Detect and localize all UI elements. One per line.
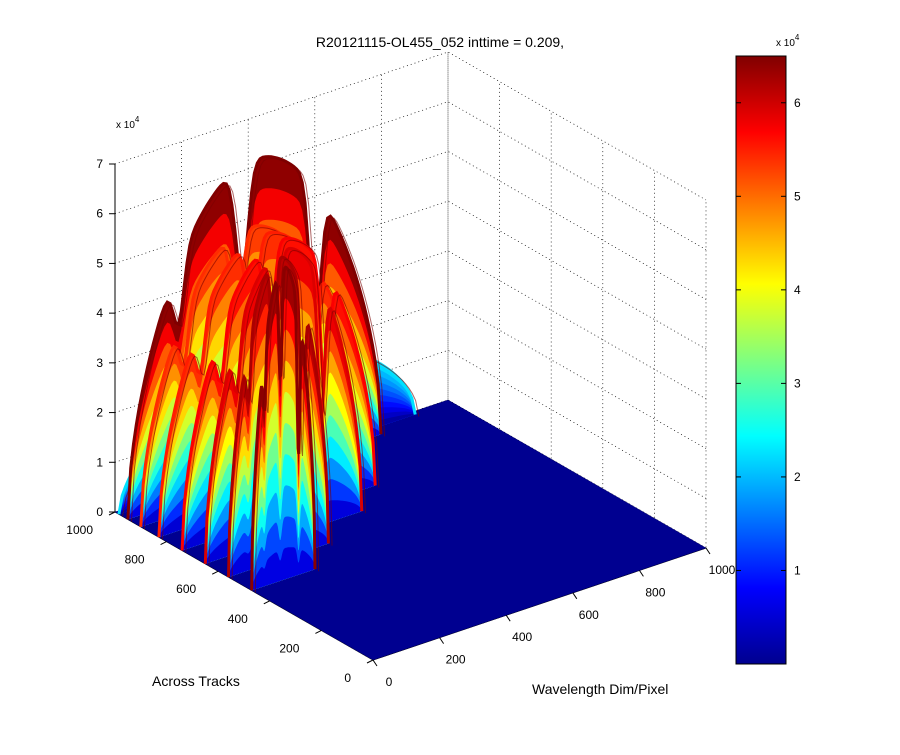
z-tick-label: 1 bbox=[96, 455, 103, 469]
x-tick bbox=[372, 659, 378, 667]
y-tick-label: 400 bbox=[228, 612, 248, 626]
colorbar: x 104 1 2 3 4 5 6 bbox=[735, 33, 801, 665]
y-axis-label: Across Tracks bbox=[152, 673, 240, 689]
y-tick-label: 800 bbox=[125, 553, 145, 567]
x-tick-label: 0 bbox=[386, 675, 393, 689]
colorbar-tick-label: 4 bbox=[794, 283, 801, 297]
y-tick-label: 1000 bbox=[66, 523, 93, 537]
surface-slice bbox=[250, 265, 320, 593]
colorbar-exponent-label: x 104 bbox=[776, 33, 800, 49]
x-tick-label: 800 bbox=[645, 585, 665, 599]
surface-edge bbox=[231, 258, 333, 580]
y-tick bbox=[366, 659, 374, 664]
x-tick-label: 400 bbox=[512, 630, 532, 644]
surface-plot bbox=[117, 155, 420, 593]
z-tick-label: 7 bbox=[96, 157, 103, 171]
x-axis-label: Wavelength Dim/Pixel bbox=[532, 681, 668, 697]
z-tick-label: 3 bbox=[96, 356, 103, 370]
colorbar-tick-label: 3 bbox=[794, 376, 801, 390]
surface-ridge bbox=[180, 236, 377, 551]
axis-ticks: 0200400600800100002004006008001000012345… bbox=[66, 157, 735, 689]
z-exponent-label: x 104 bbox=[116, 115, 140, 131]
surface-edge bbox=[185, 239, 380, 553]
surface-ridge bbox=[157, 230, 367, 538]
colorbar-tick-label: 6 bbox=[794, 96, 801, 110]
x-tick bbox=[505, 614, 511, 622]
z-tick-label: 5 bbox=[96, 256, 103, 270]
y-tick-label: 600 bbox=[176, 582, 196, 596]
z-tick-label: 6 bbox=[96, 207, 103, 221]
x-tick bbox=[572, 592, 578, 600]
colorbar-tick-label: 2 bbox=[794, 470, 801, 484]
surface-edge bbox=[254, 268, 320, 593]
y-tick-label: 0 bbox=[344, 671, 351, 685]
colorbar-gradient bbox=[735, 55, 787, 665]
y-tick bbox=[315, 629, 322, 634]
x-tick-label: 200 bbox=[446, 653, 466, 667]
x-tick bbox=[638, 570, 644, 577]
y-tick bbox=[263, 600, 271, 605]
y-tick bbox=[160, 541, 167, 546]
z-tick-label: 0 bbox=[96, 505, 103, 519]
surface-ridge bbox=[126, 155, 383, 520]
colorbar-tick-label: 1 bbox=[794, 563, 801, 577]
chart-title: R20121115-OL455_052 inttime = 0.209, bbox=[316, 34, 564, 50]
surface-ridge bbox=[227, 255, 330, 578]
surface-edge bbox=[131, 158, 386, 522]
y-tick bbox=[211, 570, 219, 575]
x-tick bbox=[439, 637, 445, 644]
z-tick-label: 2 bbox=[96, 406, 103, 420]
z-grid-line bbox=[114, 51, 707, 201]
y-tick-label: 200 bbox=[279, 641, 299, 655]
z-tick-label: 4 bbox=[96, 306, 103, 320]
x-tick-label: 600 bbox=[579, 608, 599, 622]
x-tick-label: 1000 bbox=[709, 563, 736, 577]
colorbar-ticks: 1 2 3 4 5 6 bbox=[736, 96, 801, 577]
colorbar-tick-label: 5 bbox=[794, 189, 801, 203]
surface-band bbox=[251, 547, 315, 591]
x-tick bbox=[705, 547, 711, 555]
